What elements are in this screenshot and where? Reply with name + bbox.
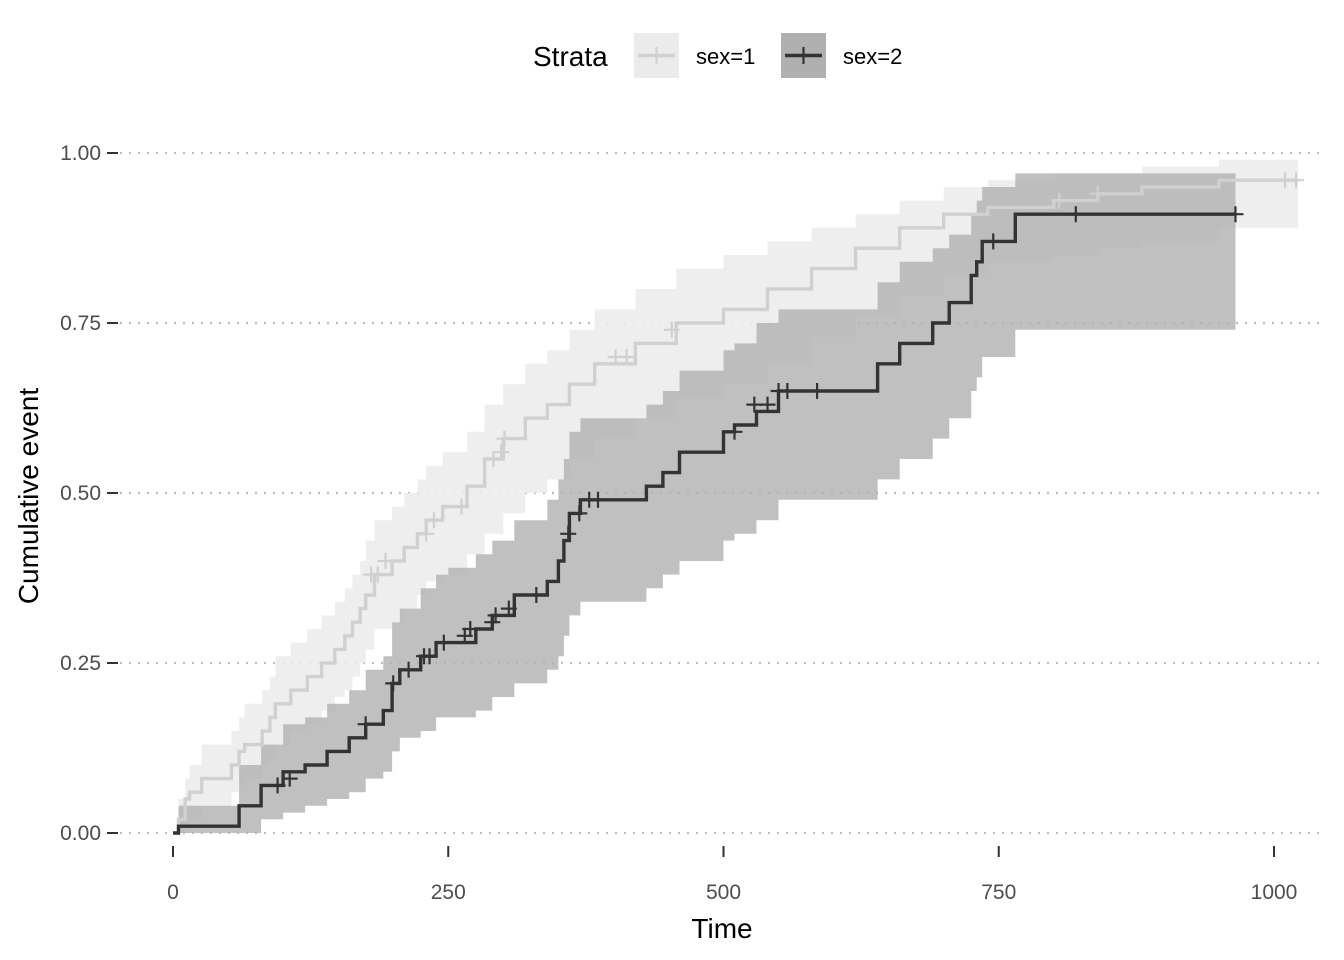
y-axis-title: Cumulative event — [13, 388, 44, 605]
y-tick-label: 0.25 — [60, 652, 101, 675]
y-tick-label: 0.75 — [60, 312, 101, 335]
censor-mark-sex-2 — [589, 491, 606, 508]
censor-mark-sex-1 — [493, 444, 510, 461]
censor-mark-sex-1 — [618, 349, 635, 365]
censor-mark-sex-1 — [485, 451, 502, 467]
x-tick-label: 0 — [167, 881, 179, 904]
censor-mark-sex-2 — [487, 607, 504, 624]
censor-mark-sex-1 — [425, 512, 442, 529]
x-axis: 0 250 500 750 1000 — [167, 846, 1297, 904]
x-axis-title: Time — [691, 913, 752, 944]
censor-mark-sex-2 — [809, 383, 826, 399]
x-tick-label: 500 — [706, 881, 741, 904]
confidence-bands — [173, 159, 1299, 834]
censor-mark-sex-2 — [484, 614, 501, 631]
censor-mark-sex-2 — [500, 600, 517, 617]
censor-marks — [269, 172, 1305, 794]
legend-title: Strata — [533, 41, 608, 72]
censor-mark-sex-2 — [357, 716, 374, 733]
censor-mark-sex-2 — [421, 648, 438, 665]
y-axis: 0.00 0.25 0.50 0.75 1.00 — [60, 142, 118, 845]
censor-mark-sex-1 — [663, 321, 680, 338]
y-tick-label: 0.50 — [60, 482, 101, 505]
y-tick-label: 0.00 — [60, 822, 101, 845]
censor-mark-sex-2 — [528, 587, 545, 603]
censor-mark-sex-2 — [385, 675, 402, 692]
censor-mark-sex-2 — [1067, 206, 1084, 223]
censor-mark-sex-2 — [281, 770, 298, 787]
censor-mark-sex-2 — [759, 396, 776, 413]
legend-label-sex-1: sex=1 — [696, 44, 755, 69]
censor-mark-sex-1 — [453, 498, 470, 515]
censor-mark-sex-1 — [496, 430, 513, 447]
censor-mark-sex-2 — [560, 525, 577, 542]
step-line-sex-2 — [173, 212, 1236, 835]
censor-mark-sex-2 — [269, 777, 286, 794]
censor-mark-sex-2 — [400, 661, 417, 678]
censor-mark-sex-2 — [779, 383, 796, 399]
censor-mark-sex-2 — [462, 621, 479, 637]
censor-mark-sex-1 — [377, 553, 394, 569]
censor-mark-sex-1 — [1288, 172, 1305, 189]
censor-mark-sex-2 — [985, 233, 1002, 250]
x-tick-label: 250 — [431, 881, 466, 904]
censor-mark-sex-1 — [1051, 192, 1068, 209]
censor-mark-sex-2 — [571, 505, 588, 522]
legend: Strata sex=1 sex=2 — [533, 33, 902, 78]
censor-mark-sex-1 — [1089, 185, 1106, 202]
censor-mark-sex-2 — [435, 634, 452, 651]
censor-mark-sex-1 — [418, 525, 435, 542]
confidence-band-sex-2 — [173, 173, 1236, 833]
x-tick-label: 750 — [981, 881, 1016, 904]
censor-mark-sex-2 — [1227, 206, 1244, 223]
censor-mark-sex-2 — [726, 423, 743, 440]
legend-label-sex-2: sex=2 — [843, 44, 902, 69]
censor-mark-sex-1 — [369, 566, 386, 583]
y-tick-label: 1.00 — [60, 142, 101, 165]
x-tick-label: 1000 — [1251, 881, 1298, 904]
